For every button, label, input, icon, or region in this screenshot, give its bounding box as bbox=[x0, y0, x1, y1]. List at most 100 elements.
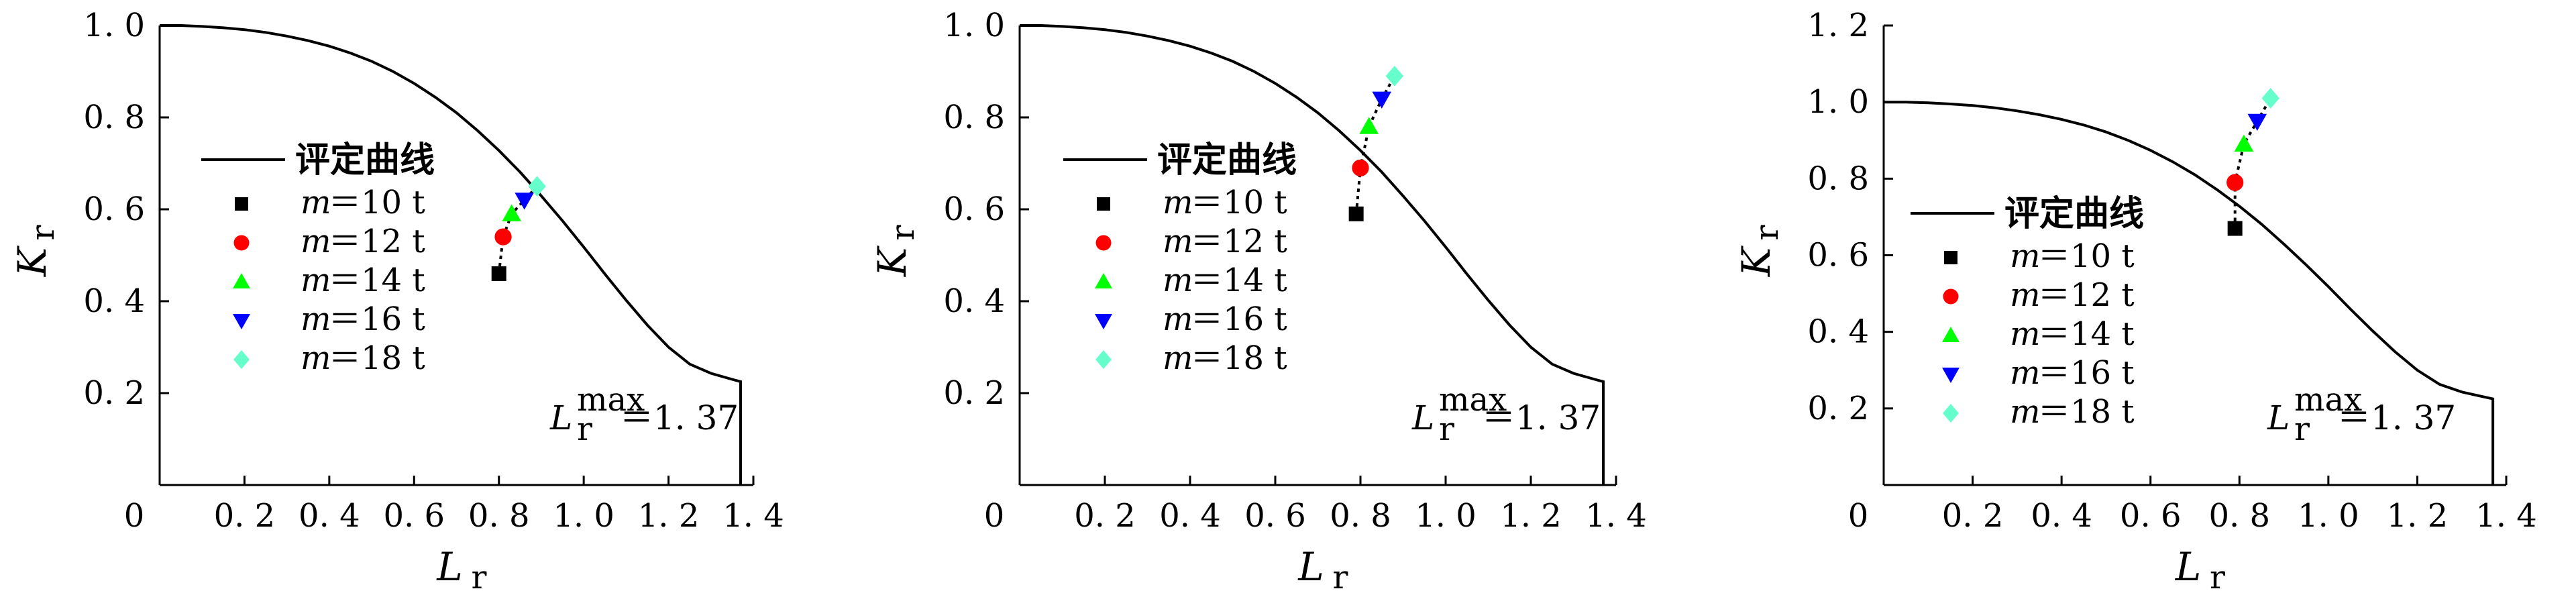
legend-marker bbox=[1943, 288, 1959, 305]
y-axis-label-group: Kr bbox=[869, 225, 922, 278]
legend-item-label: ＝16 t bbox=[2038, 354, 2135, 392]
y-tick-label: 1. 0 bbox=[83, 7, 145, 44]
data-point-m16 bbox=[1372, 91, 1392, 109]
assessment-curve bbox=[1020, 24, 1605, 485]
y-axis-label: K bbox=[1733, 245, 1779, 277]
legend-item-var: m bbox=[301, 339, 331, 377]
legend-item-label: ＝12 t bbox=[2038, 276, 2135, 314]
legend-item-var: m bbox=[2010, 354, 2041, 392]
x-tick-label: 1. 4 bbox=[722, 497, 784, 535]
annotation-value: ＝1. 37 bbox=[2337, 398, 2456, 437]
chart-panel-3: 0 0. 2 0. 4 0. 6 0. 8 1. 0 1. 2 1. 4 0. 2 0. 4 0. … bbox=[1733, 7, 2537, 591]
x-tick-label: 1. 0 bbox=[1415, 497, 1477, 535]
x-tick-label: 0. 2 bbox=[1942, 497, 2004, 535]
legend-marker bbox=[1095, 314, 1112, 329]
y-tick-label: 0. 2 bbox=[943, 374, 1005, 412]
legend-marker bbox=[1942, 327, 1960, 342]
x-axis-label-sub: r bbox=[2210, 559, 2225, 591]
x-tick-label: 0. 4 bbox=[299, 497, 360, 535]
x-tick-label: 0. 6 bbox=[1244, 497, 1306, 535]
legend-item-label: ＝16 t bbox=[329, 301, 425, 338]
legend-marker bbox=[233, 273, 250, 288]
assessment-curve bbox=[1884, 101, 2495, 485]
x-tick-label: 0. 8 bbox=[2208, 497, 2270, 535]
legend-item-var: m bbox=[1163, 301, 1193, 338]
y-tick-label: 0. 8 bbox=[1807, 160, 1869, 197]
legend-item-var: m bbox=[2010, 276, 2041, 314]
points-dotted-line bbox=[1354, 75, 1396, 215]
y-tick-label: 0. 8 bbox=[943, 99, 1005, 136]
legend-item-label: ＝18 t bbox=[329, 339, 425, 377]
legend-item-label: ＝14 t bbox=[1191, 262, 1287, 299]
data-point-m12 bbox=[1352, 159, 1369, 176]
y-tick-label: 1. 0 bbox=[943, 7, 1005, 44]
x-tick-label: 0. 8 bbox=[1330, 497, 1391, 535]
annotation-sup: max bbox=[577, 381, 645, 419]
annotation-sub: r bbox=[1439, 411, 1454, 448]
x-tick-label: 0 bbox=[124, 497, 145, 535]
data-point-m16 bbox=[2247, 113, 2267, 131]
y-axis-label: K bbox=[9, 245, 55, 277]
legend-marker bbox=[1095, 350, 1112, 369]
annotation-value: ＝1. 37 bbox=[1482, 398, 1601, 437]
legend-item-label: ＝10 t bbox=[2038, 237, 2135, 275]
x-tick-label: 1. 0 bbox=[2298, 497, 2359, 535]
legend-item-var: m bbox=[301, 301, 331, 338]
x-tick-label: 1. 2 bbox=[2387, 497, 2449, 535]
legend-item-label: ＝14 t bbox=[2038, 315, 2135, 353]
legend-item-label: ＝18 t bbox=[2038, 393, 2135, 431]
y-axis-label: K bbox=[869, 245, 915, 277]
y-axis-label-sub: r bbox=[1748, 225, 1786, 241]
x-tick-label: 1. 4 bbox=[2475, 497, 2537, 535]
annotation-sub: r bbox=[577, 411, 592, 448]
legend-item-label: ＝10 t bbox=[329, 184, 425, 221]
legend-curve-label: 评定曲线 bbox=[295, 140, 435, 180]
legend-item-var: m bbox=[1163, 184, 1193, 221]
legend-item-label: ＝12 t bbox=[1191, 223, 1287, 260]
annotation-sub: r bbox=[2294, 411, 2310, 448]
data-point-m12 bbox=[494, 228, 512, 246]
legend-item-var: m bbox=[1163, 223, 1193, 260]
y-tick-label: 1. 2 bbox=[1807, 7, 1869, 44]
x-axis-label: L bbox=[436, 544, 463, 590]
x-tick-label: 0. 2 bbox=[214, 497, 276, 535]
x-tick-label: 1. 0 bbox=[553, 497, 614, 535]
x-tick-label: 0. 4 bbox=[2031, 497, 2092, 535]
x-tick-label: 0 bbox=[1848, 497, 1869, 535]
annotation-sup: max bbox=[1439, 381, 1507, 419]
annotation-var: L bbox=[2267, 398, 2290, 437]
legend-curve-label: 评定曲线 bbox=[2004, 194, 2144, 234]
legend-marker bbox=[1095, 235, 1112, 251]
data-point-m18 bbox=[528, 176, 546, 197]
y-tick-label: 0. 8 bbox=[83, 99, 145, 136]
x-tick-label: 1. 4 bbox=[1585, 497, 1647, 535]
y-axis-label-group: Kr bbox=[1733, 225, 1786, 278]
legend-item-label: ＝18 t bbox=[1191, 339, 1287, 377]
legend-marker bbox=[1942, 368, 1960, 383]
data-point-m14 bbox=[1359, 117, 1379, 134]
data-point-m18 bbox=[2261, 88, 2279, 109]
legend-item-label: ＝10 t bbox=[1191, 184, 1287, 221]
y-tick-label: 0. 6 bbox=[943, 191, 1005, 228]
legend-item-var: m bbox=[1163, 339, 1193, 377]
y-tick-label: 0. 4 bbox=[943, 282, 1005, 320]
legend-item-var: m bbox=[1163, 262, 1193, 299]
annotation-sup: max bbox=[2294, 381, 2362, 419]
data-point-m12 bbox=[2226, 174, 2244, 191]
x-tick-label: 0. 8 bbox=[468, 497, 530, 535]
legend-item-var: m bbox=[301, 223, 331, 260]
x-tick-label: 0. 2 bbox=[1074, 497, 1136, 535]
legend-marker bbox=[1097, 197, 1110, 211]
points-dotted-line bbox=[2233, 97, 2272, 229]
assessment-curve bbox=[160, 24, 742, 485]
legend-marker bbox=[1943, 404, 1959, 423]
y-axis-label-sub: r bbox=[884, 225, 922, 241]
y-axis-label-group: Kr bbox=[9, 225, 62, 278]
legend-item-var: m bbox=[2010, 393, 2041, 431]
legend-item-var: m bbox=[301, 184, 331, 221]
legend-marker bbox=[233, 235, 250, 251]
